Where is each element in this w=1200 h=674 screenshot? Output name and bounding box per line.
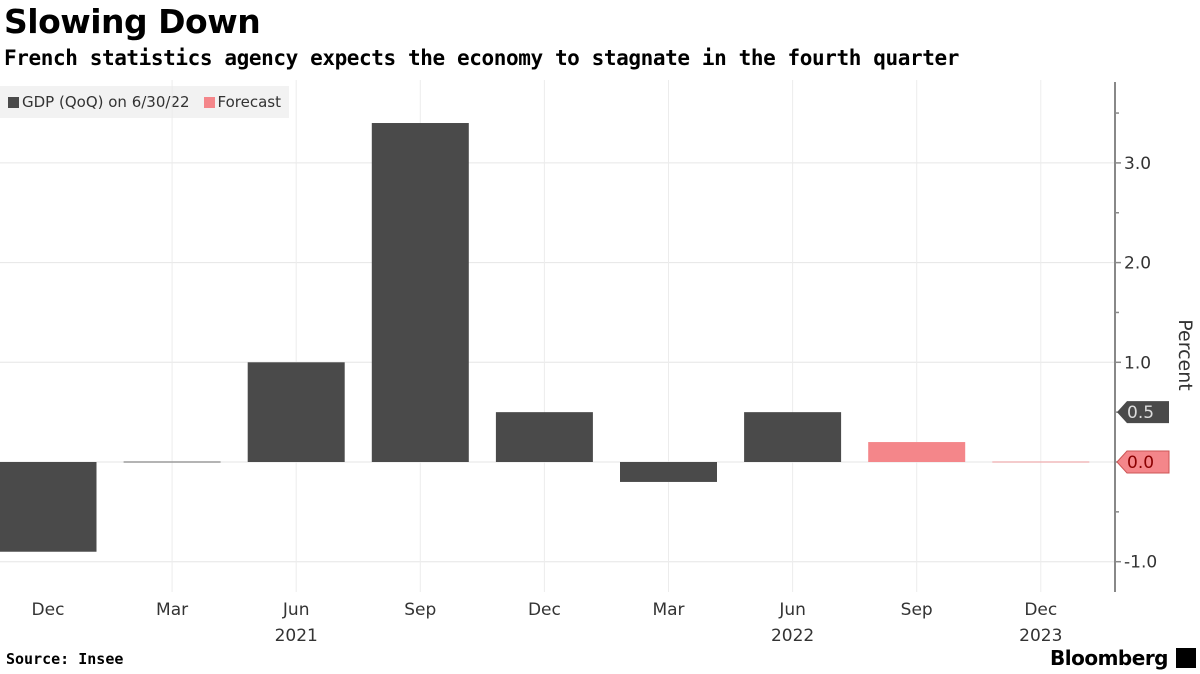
y-tick-label: 1.0 (1124, 353, 1151, 373)
x-tick-label: Sep (404, 600, 436, 620)
x-year-label: 2023 (1019, 626, 1062, 646)
bar-gdp (123, 461, 221, 463)
legend-swatch-forecast (203, 96, 215, 108)
y-tick-label: 3.0 (1124, 154, 1151, 174)
value-tag (1117, 401, 1169, 424)
y-tick-label: -1.0 (1124, 553, 1157, 573)
x-tick-label: Mar (156, 600, 188, 620)
bloomberg-icon (1176, 648, 1196, 668)
value-tag (1116, 450, 1170, 474)
bar-forecast (868, 442, 966, 462)
legend-item-gdp: GDP (QoQ) on 6/30/22 (8, 93, 190, 111)
legend-swatch-gdp (8, 96, 19, 108)
x-tick-label: Jun (282, 600, 310, 620)
x-tick-label: Dec (528, 600, 561, 620)
x-tick-label: Dec (32, 600, 65, 620)
bar-gdp (371, 123, 469, 463)
bar-gdp (495, 412, 593, 462)
x-tick-label: Mar (652, 600, 684, 620)
legend-label-gdp: GDP (QoQ) on 6/30/22 (22, 93, 190, 111)
source-note: Source: Insee (6, 650, 124, 668)
bar-gdp (620, 462, 717, 482)
x-year-label: 2022 (771, 626, 814, 646)
chart-subtitle: French statistics agency expects the eco… (4, 46, 959, 70)
chart-title: Slowing Down (4, 2, 261, 41)
x-tick-label: Dec (1024, 600, 1057, 620)
bar-gdp (744, 412, 842, 462)
bar-forecast (992, 461, 1090, 463)
value-tag-label: 0.0 (1127, 453, 1154, 473)
x-tick-label: Sep (901, 600, 933, 620)
legend-item-forecast: Forecast (203, 93, 282, 111)
x-year-label: 2021 (275, 626, 318, 646)
bar-gdp (0, 462, 97, 552)
legend-label-forecast: Forecast (217, 93, 282, 111)
bar-gdp (247, 362, 345, 462)
y-axis-label: Percent (1174, 319, 1196, 391)
x-tick-label: Jun (778, 600, 806, 620)
value-tag-label: 0.5 (1127, 403, 1154, 423)
bloomberg-logo: Bloomberg (1050, 646, 1168, 670)
legend: GDP (QoQ) on 6/30/22 Forecast (0, 86, 290, 118)
y-tick-label: 2.0 (1124, 254, 1151, 274)
